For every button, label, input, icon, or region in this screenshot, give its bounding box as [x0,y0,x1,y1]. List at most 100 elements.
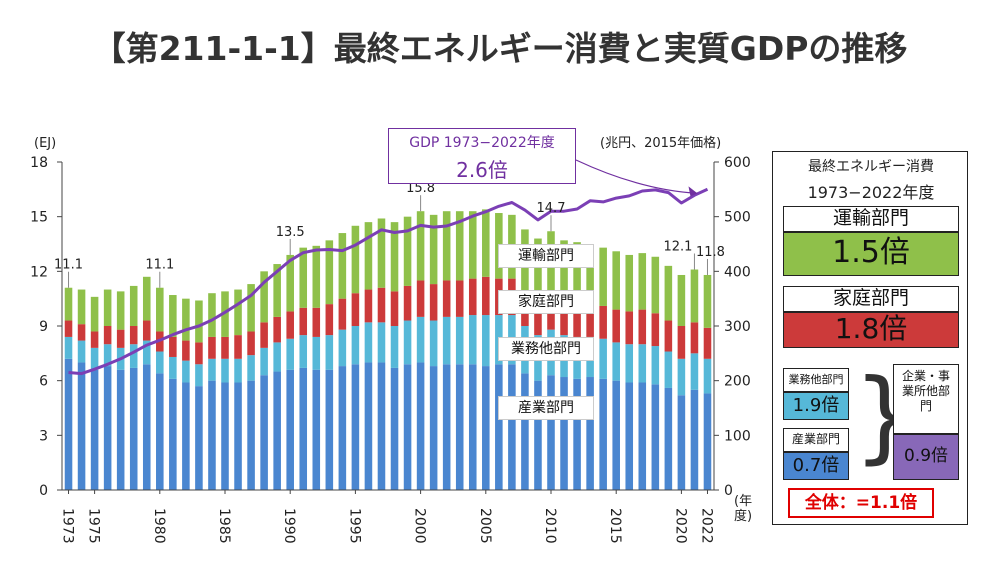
bar-segment-4-1982 [182,298,190,341]
bar-segment-2-2015 [612,342,620,381]
bar-segment-1-2006 [495,364,503,490]
bar-segment-2-1995 [351,326,360,365]
bar-segment-3-1990 [286,311,294,339]
bar-segment-1-1997 [377,362,386,490]
bar-segment-1-1973 [64,358,73,490]
bar-segment-2-1996 [364,322,373,363]
bar-segment-2-1981 [169,356,177,379]
bar-segment-3-1991 [299,307,308,336]
bar-segment-3-2018 [651,313,660,347]
bar-segment-3-1981 [169,336,177,357]
x-tick-label: 1985 [216,508,232,544]
bar-segment-1-1985 [221,382,229,490]
bar-segment-2-1991 [299,335,308,368]
bar-segment-2-2001 [429,320,438,367]
y-right-tick-label: 100 [724,428,751,444]
bar-segment-4-2011 [560,240,568,301]
bar-segment-1-1978 [129,367,138,490]
bar-segment-3-1975 [90,331,99,348]
bar-segment-2-1990 [286,338,294,370]
y-left-unit: (EJ) [34,136,57,151]
bar-segment-1-1977 [116,369,125,490]
bar-segment-3-2002 [442,280,451,317]
bar-segment-4-1987 [247,284,255,332]
data-label-1973: 11.1 [54,258,83,273]
bar-segment-1-1974 [77,362,86,490]
y-left-tick-label: 15 [30,210,48,226]
bar-segment-2-1994 [338,329,347,367]
bar-segment-4-1974 [77,289,86,325]
bar-segment-2-1993 [325,335,334,370]
bar-segment-2-1987 [247,355,255,381]
y-left-tick-label: 9 [39,319,48,335]
bar-segment-1-1984 [208,380,216,490]
bar-segment-1-1982 [182,382,190,490]
bar-segment-4-1986 [234,289,242,336]
bar-segment-1-1994 [338,366,347,490]
bar-segment-2-2014 [599,338,607,379]
bar-segment-2-2020 [677,358,686,396]
gdp-line [68,187,709,376]
bar-segment-3-1997 [377,287,386,323]
bar-segment-3-1985 [221,336,229,359]
x-axis-unit: (年度) [734,494,753,524]
legend-household-ratio: 1.8倍 [783,312,959,348]
bar-segment-3-1994 [338,298,347,330]
bar-segment-4-2012 [573,242,581,303]
data-label-1990: 13.5 [276,225,305,240]
bar-segment-4-2009 [534,238,542,301]
bar-segment-2-2019 [664,351,673,388]
bar-segment-1-2004 [468,364,477,490]
bar-segment-3-1983 [195,342,203,365]
bar-segment-4-1992 [312,245,321,308]
y-left-tick-label: 12 [30,264,48,280]
bar-segment-1-2002 [442,364,451,490]
bar-segment-4-1994 [338,233,347,299]
bar-segment-4-1981 [169,295,177,337]
bar-segment-1-1981 [169,378,177,490]
bar-segment-1-1998 [390,367,399,490]
x-tick-label: 2005 [477,508,493,544]
y-right-tick-label: 400 [724,264,751,280]
bar-segment-2-2021 [690,353,699,390]
bar-segment-4-1993 [325,240,334,305]
legend-title: 最終エネルギー消費 [808,159,934,175]
bar-segment-4-1975 [90,296,99,332]
data-label-2010: 14.7 [537,201,566,216]
legend-enterprise-label: 企業・事業所他部門 [893,364,959,434]
bar-segment-3-1992 [312,307,321,337]
bar-segment-4-1973 [64,287,73,321]
bar-segment-3-1998 [390,291,399,326]
bar-segment-3-1978 [129,326,138,345]
bar-segment-1-1976 [103,366,112,490]
y-right-tick-label: 200 [724,374,751,390]
y-left-tick-label: 6 [39,374,48,390]
bar-segment-3-1976 [103,326,112,345]
bar-segment-3-1995 [351,293,360,326]
bar-segment-4-2005 [482,209,490,277]
bar-segment-4-1979 [142,276,151,321]
bar-segment-2-2004 [468,315,477,365]
bar-segment-4-2002 [442,211,451,281]
bar-segment-3-1977 [116,329,125,348]
gdp-ratio-label: 2.6倍 [456,158,508,182]
bar-segment-4-1983 [195,300,203,343]
bar-segment-2-1975 [90,347,99,370]
bar-segment-1-2000 [416,362,425,490]
bar-segment-4-2019 [664,265,673,321]
bar-segment-1-2021 [690,389,699,490]
x-tick-label: 2015 [607,508,623,544]
data-label-2022: 11.8 [696,245,725,260]
bar-segment-3-2014 [599,305,607,339]
bar-segment-4-2013 [586,244,594,303]
bar-segment-1-1991 [299,367,308,490]
bar-segment-4-1985 [221,291,229,337]
bar-segment-2-2017 [638,344,647,383]
bar-segment-1-1987 [247,380,255,490]
bar-segment-1-2015 [612,380,620,490]
bar-segment-2-1999 [403,320,412,365]
bar-segment-3-2009 [534,300,542,336]
bar-segment-1-1983 [195,386,203,490]
bar-segment-1-1990 [286,369,294,490]
bar-segment-1-2005 [482,366,490,490]
